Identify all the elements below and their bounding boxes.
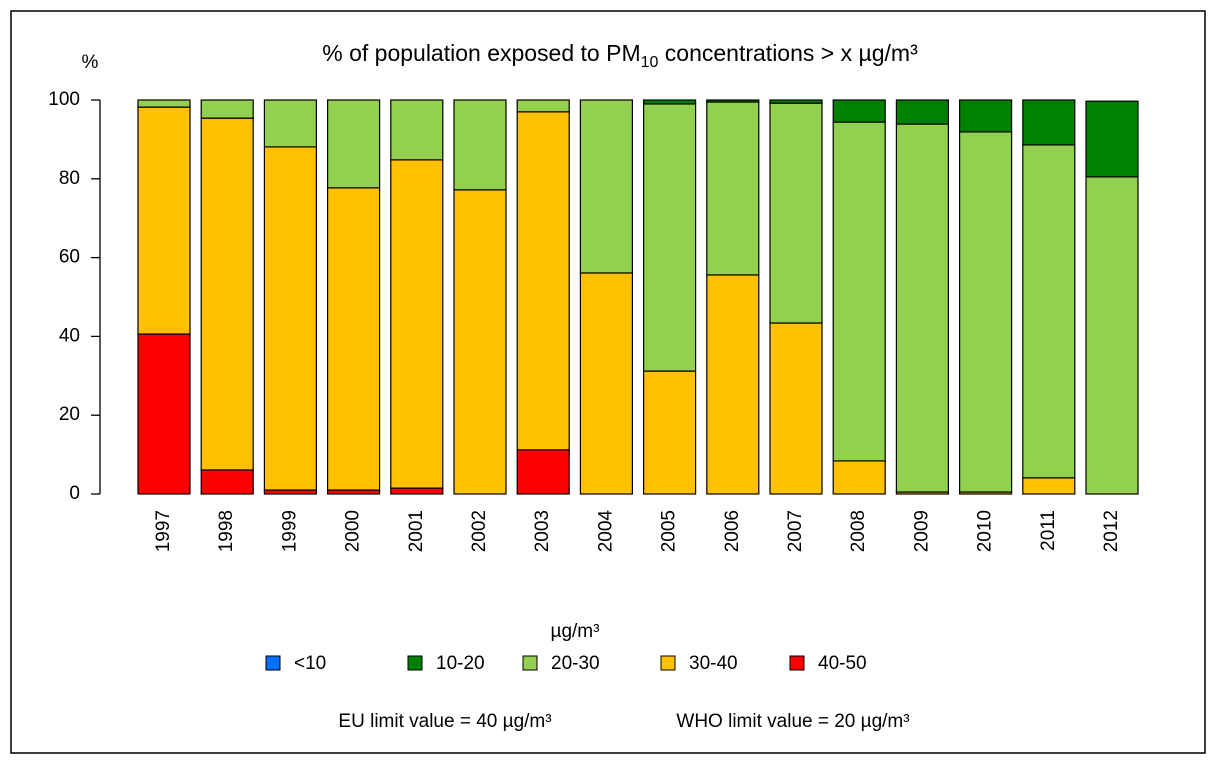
legend-label: 30-40 [689, 653, 738, 674]
bar-segment [895, 99, 950, 125]
bar-segment [1022, 99, 1076, 146]
legend-label: 40-50 [818, 653, 867, 674]
bar-segment [769, 99, 823, 104]
bar-segment [137, 99, 191, 108]
x-tick-label: 2006 [722, 510, 743, 552]
bar-segment [327, 187, 381, 491]
x-tick-label: 2008 [848, 510, 869, 552]
legend-swatch [789, 655, 805, 671]
title-rest: concentrations > x µg/m³ [658, 40, 918, 66]
x-tick-label: 2002 [469, 510, 490, 552]
legend-label: 10-20 [436, 653, 485, 674]
x-tick-label: 1997 [153, 510, 174, 552]
legend-title: µg/m³ [551, 621, 600, 642]
bar-segment [1085, 100, 1139, 178]
bar-segment [895, 123, 950, 493]
x-tick-label: 2012 [1101, 510, 1122, 552]
bar-segment [390, 487, 444, 495]
bar-segment [200, 469, 254, 495]
x-tick-label: 2005 [659, 510, 680, 552]
legend-swatch [407, 655, 423, 671]
x-tick-label: 2003 [532, 510, 553, 552]
x-tick-label: 2010 [975, 510, 996, 552]
bar-segment [958, 99, 1013, 133]
y-tick-label: 0 [69, 483, 80, 504]
title-subscript: 10 [641, 54, 659, 71]
x-tick-label: 2000 [343, 510, 364, 552]
y-tick-label: 40 [59, 325, 80, 346]
note: EU limit value = 40 µg/m³ [338, 711, 551, 732]
bar-segment [390, 99, 444, 161]
bar-segment [263, 99, 317, 148]
bar-segment [832, 99, 886, 123]
legend-swatch [660, 655, 676, 671]
x-tick-label: 2007 [785, 510, 806, 552]
bar-segment [1022, 144, 1076, 479]
y-tick-label: 60 [59, 247, 80, 268]
bar-segment [453, 99, 507, 191]
bar-segment [642, 370, 697, 495]
x-tick-label: 2001 [406, 510, 427, 552]
bar-segment [832, 121, 886, 462]
x-tick-label: 1999 [279, 510, 300, 552]
x-tick-label: 2009 [911, 510, 932, 552]
bar-segment [390, 159, 444, 489]
bar-segment [516, 111, 570, 451]
bar-segment [200, 117, 254, 471]
bar-segment [706, 99, 760, 103]
y-tick-label: 20 [59, 404, 80, 425]
bar-segment [642, 99, 697, 105]
bar-segment [642, 103, 697, 372]
bar-segment [832, 460, 886, 495]
bar-segment [769, 322, 823, 495]
bar-segment [516, 449, 570, 495]
bar-segment [200, 99, 254, 119]
bar-segment [706, 274, 760, 495]
y-axis-label: % [82, 52, 99, 73]
bar-segment [579, 99, 634, 274]
bar-segment [137, 106, 191, 335]
title-main: % of population exposed to PM [322, 40, 640, 66]
y-tick-label: 80 [59, 168, 80, 189]
legend-label: <10 [294, 653, 326, 674]
bar-segment [327, 99, 381, 189]
legend-swatch [265, 655, 281, 671]
bar-segment [263, 146, 317, 491]
bar-segment [516, 99, 570, 113]
y-tick-label: 100 [48, 89, 80, 110]
chart-title: % of population exposed to PM10 concentr… [322, 40, 918, 71]
bar-segment [1085, 176, 1139, 495]
note: WHO limit value = 20 µg/m³ [676, 711, 909, 732]
x-tick-label: 1998 [216, 510, 237, 552]
bar-segment [579, 272, 634, 495]
x-tick-label: 2004 [595, 510, 616, 553]
legend-label: 20-30 [551, 653, 600, 674]
bar-segment [706, 101, 760, 276]
legend-swatch [522, 655, 538, 671]
x-tick-label: 2011 [1038, 510, 1059, 551]
bar-segment [1022, 477, 1076, 495]
bar-segment [958, 131, 1013, 493]
bar-segment [769, 102, 823, 324]
bar-segment [137, 333, 191, 495]
bar-segment [453, 189, 507, 495]
